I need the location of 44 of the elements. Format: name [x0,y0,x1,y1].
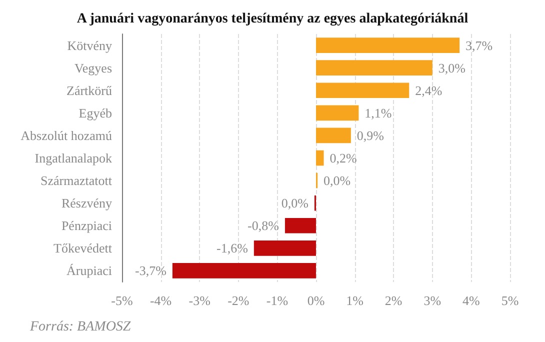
x-tick-label: 0% [307,293,325,308]
y-tick-label: Zártkörű [66,82,112,98]
data-label: 1,1% [364,105,392,120]
data-label: -3,7% [135,263,167,278]
bar [172,263,316,278]
y-tick-label: Pénzpiaci [61,218,112,234]
bar [316,60,432,76]
y-tick-label: Ingatlanalapok [34,150,112,166]
bar [316,105,359,121]
data-label: 0,0% [324,173,351,188]
data-label: -1,6% [216,240,248,256]
y-tick-label: Származtatott [40,173,112,188]
x-tick-label: 2% [384,293,402,308]
bar [254,240,316,256]
data-label: 2,4% [415,82,442,98]
bar [316,128,351,144]
data-label: -0,8% [248,218,280,234]
y-tick-label: Árupiaci [66,263,112,278]
x-tick-label: -4% [150,293,172,308]
x-tick-label: 1% [346,293,364,308]
x-tick-label: 3% [424,293,442,308]
text: Forrás: BAMOSZ [29,320,131,334]
x-tick-label: 5% [501,293,519,308]
bar [316,82,410,98]
y-tick-label: Abszolút hozamú [20,128,112,143]
bar [284,218,316,234]
y-tick-label: Egyéb [78,105,112,120]
data-label: 0,0% [281,196,309,211]
data-label: 0,2% [330,150,358,166]
data-label: 0,9% [356,128,384,143]
y-tick-label: Részvény [61,196,112,211]
data-label: 3,0% [438,60,466,76]
x-tick-label: -5% [111,293,133,308]
x-tick-label: 4% [462,293,480,308]
x-tick-label: -2% [228,293,250,308]
bar [316,38,460,53]
data-label: 3,7% [466,38,493,53]
x-tick-label: -3% [188,293,211,308]
y-tick-label: Tőkevédett [54,240,112,256]
bar [316,150,324,166]
y-tick-label: Kötvény [67,38,112,53]
x-tick-label: -1% [266,293,288,308]
chart-title: A januári vagyonarányos teljesítmény az egyes alapkategóriáknál [76,12,468,26]
y-tick-label: Vegyes [74,60,112,76]
